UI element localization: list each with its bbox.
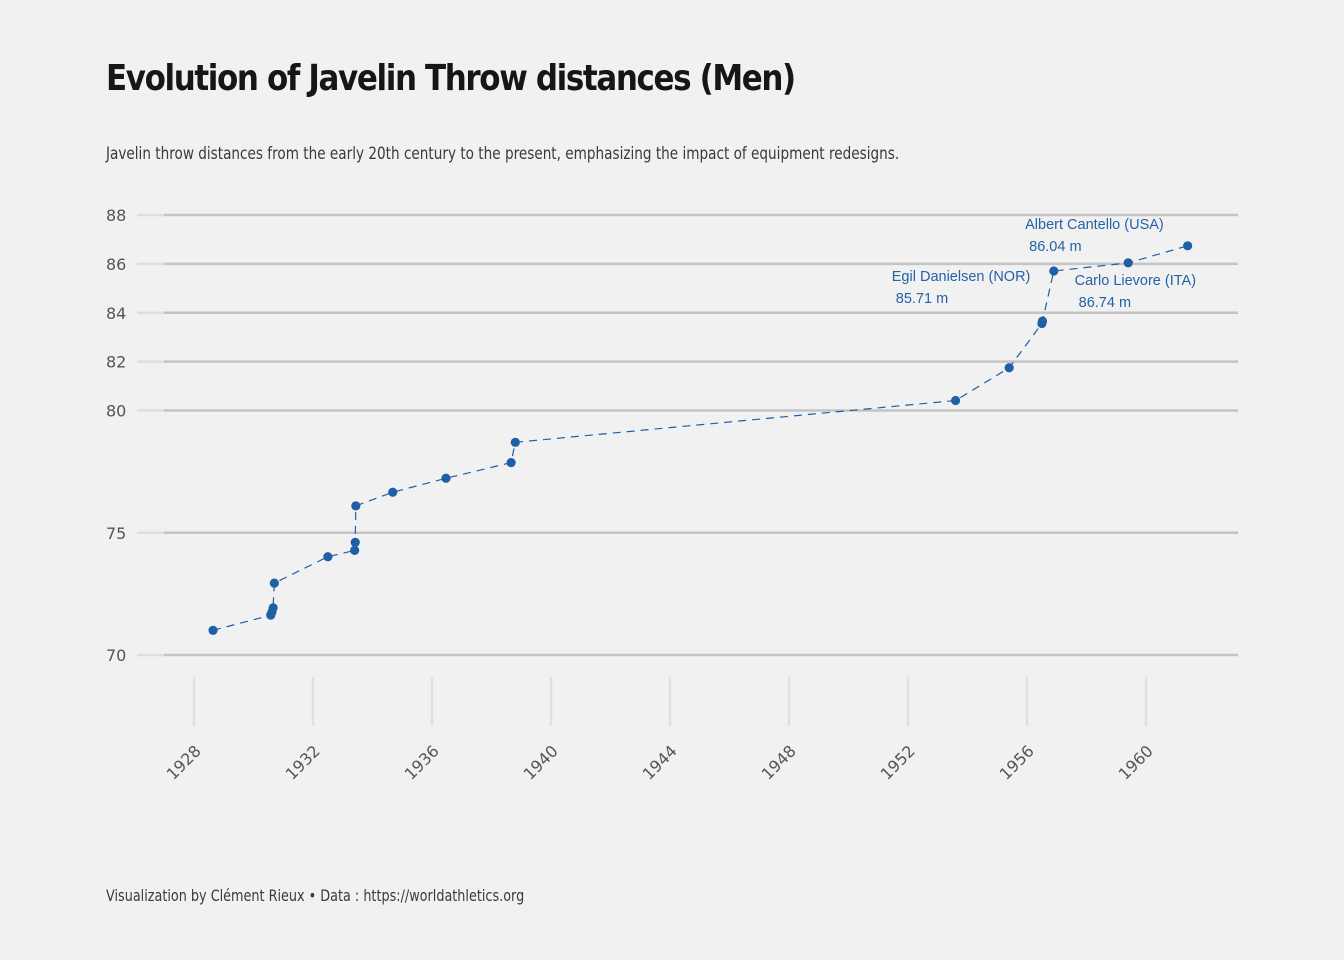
gridlines [137, 213, 1238, 657]
data-point [1004, 363, 1014, 373]
chart-subtitle: Javelin throw distances from the early 2… [106, 144, 900, 164]
data-point [1183, 241, 1193, 251]
y-tick-label: 88 [106, 206, 126, 225]
x-tick-label: 1952 [877, 741, 919, 783]
x-tick-label: 1940 [520, 741, 562, 783]
annotations: Egil Danielsen (NOR) 85.71 m Albert Cantel… [892, 217, 1196, 311]
data-point [1049, 266, 1059, 276]
data-point [208, 625, 218, 635]
annotation-name: Egil Danielsen (NOR) [892, 269, 1031, 285]
data-point [951, 395, 961, 406]
x-tick-label: 1956 [996, 741, 1038, 783]
x-axis: 1928 1932 1936 1940 1944 1948 1952 1956 1960 [163, 677, 1157, 784]
data-point [351, 501, 361, 511]
annotation-value: 85.71 m [896, 291, 948, 307]
x-tick-label: 1932 [282, 741, 324, 783]
data-point [1123, 258, 1133, 268]
x-tick-label: 1960 [1115, 741, 1157, 783]
annotation-name: Albert Cantello (USA) [1025, 217, 1164, 233]
data-point [323, 552, 333, 562]
series-line-path [212, 245, 1188, 631]
y-tick-label: 82 [106, 353, 126, 372]
data-point [269, 578, 279, 588]
data-point [350, 537, 360, 547]
x-tick-label: 1928 [163, 741, 205, 783]
data-point [268, 603, 278, 613]
y-tick-label: 86 [106, 255, 126, 274]
x-tick-label: 1948 [758, 741, 800, 783]
data-point [441, 473, 451, 483]
annotation-name: Carlo Lievore (ITA) [1075, 273, 1196, 289]
annotation-value: 86.04 m [1029, 239, 1081, 255]
data-point [1037, 316, 1048, 326]
y-tick-label: 80 [106, 402, 126, 421]
annotation-value: 86.74 m [1079, 295, 1131, 311]
chart-title: Evolution of Javelin Throw distances (Me… [106, 58, 796, 99]
y-tick-label: 70 [106, 646, 126, 665]
data-point [388, 487, 398, 497]
chart-caption: Visualization by Clément Rieux • Data : … [106, 886, 525, 905]
y-tick-label: 75 [106, 524, 126, 543]
series-points [208, 241, 1193, 635]
data-point [350, 545, 360, 555]
x-tick-label: 1936 [401, 741, 443, 783]
data-point [510, 437, 520, 447]
series-line [212, 245, 1188, 631]
data-point [506, 458, 516, 468]
y-axis: 70 75 80 82 84 86 88 [106, 206, 126, 665]
x-tick-label: 1944 [639, 741, 681, 783]
y-tick-label: 84 [106, 304, 126, 323]
